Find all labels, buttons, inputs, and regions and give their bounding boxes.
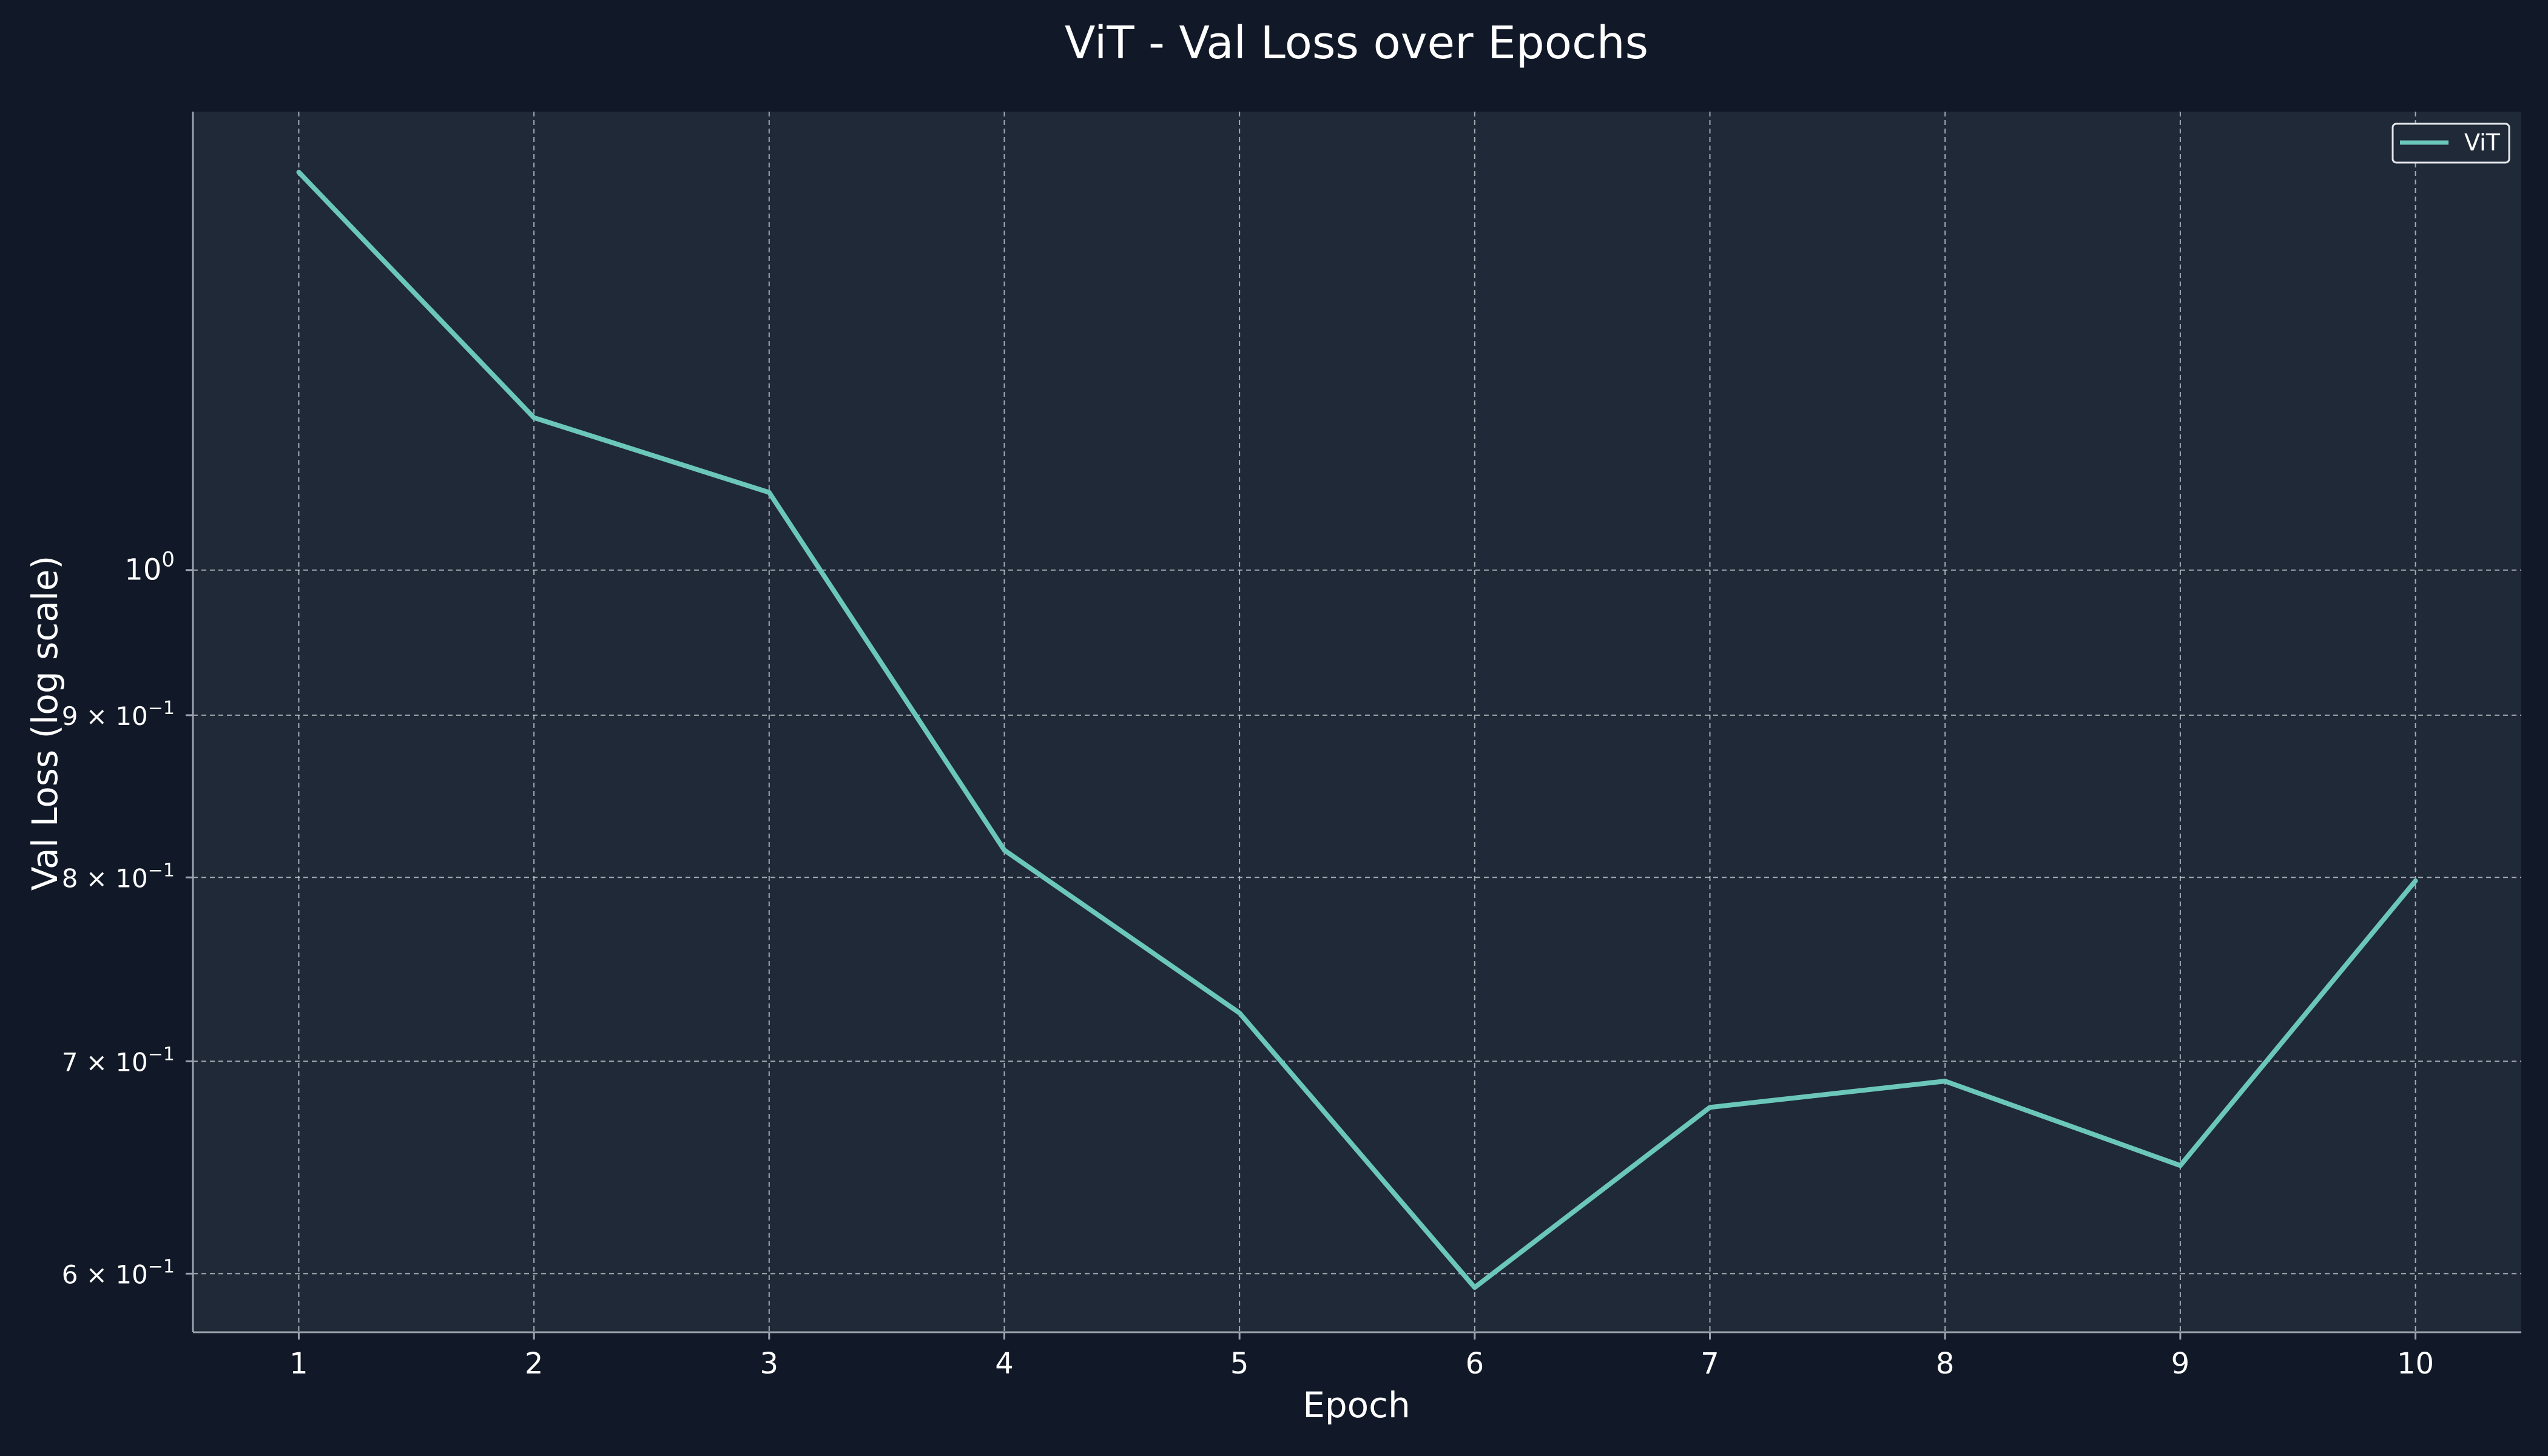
legend-label: ViT: [2464, 129, 2501, 156]
plot-area: [193, 112, 2521, 1332]
x-axis-label: Epoch: [1303, 1384, 1410, 1426]
x-tick-label: 8: [1936, 1347, 1955, 1381]
axes: [192, 112, 2521, 1333]
y-axis-label: Val Loss (log scale): [24, 556, 66, 891]
series-layer: [296, 169, 2418, 1290]
y-tick-label: 100: [124, 548, 175, 587]
x-tick-label: 9: [2171, 1347, 2190, 1381]
legend: ViT: [2391, 123, 2510, 164]
x-tick-label: 1: [289, 1347, 308, 1381]
y-tick-label: 9 × 10−1: [62, 698, 175, 731]
chart-title: ViT - Val Loss over Epochs: [1065, 17, 1648, 69]
legend-box: [2391, 123, 2510, 164]
y-tick-label: 6 × 10−1: [62, 1256, 175, 1289]
x-ticks: 1 2 3 4 5 6 7 8 9 10: [289, 1332, 2434, 1381]
grid: [193, 112, 2521, 1332]
x-tick-label: 4: [995, 1347, 1014, 1381]
x-tick-label: 6: [1466, 1347, 1485, 1381]
x-tick-label: 10: [2397, 1347, 2434, 1381]
x-tick-label: 2: [525, 1347, 544, 1381]
series-line-vit: [296, 169, 2418, 1290]
x-tick-label: 7: [1700, 1347, 1719, 1381]
y-ticks: 100 9 × 10−1 8 × 10−1 7 × 10−1 6 × 10−1: [62, 548, 193, 1289]
x-tick-label: 5: [1230, 1347, 1249, 1381]
y-tick-label: 7 × 10−1: [62, 1043, 175, 1077]
x-tick-label: 3: [760, 1347, 779, 1381]
y-tick-label: 8 × 10−1: [62, 860, 175, 893]
